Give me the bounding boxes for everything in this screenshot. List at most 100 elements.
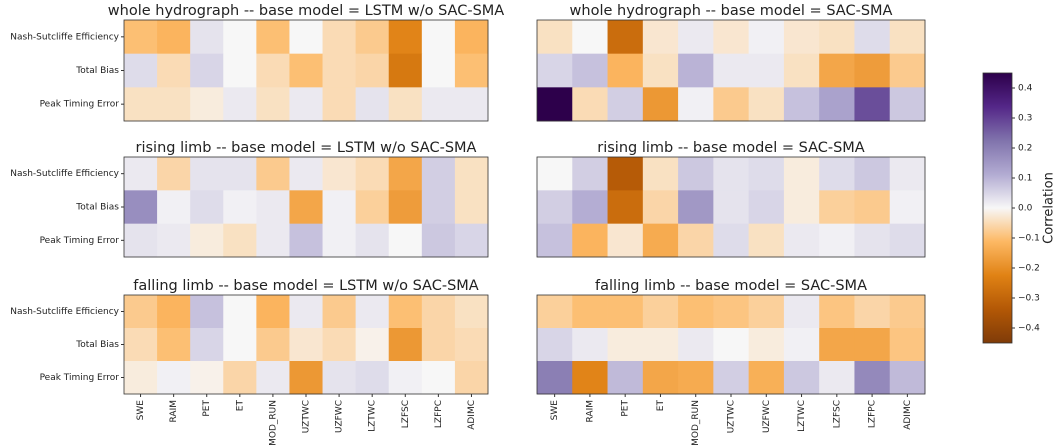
heatmap-cell xyxy=(289,328,323,362)
heatmap-cell xyxy=(607,328,644,362)
panel-title: falling limb -- base model = LSTM w/o SA… xyxy=(133,278,479,294)
heatmap-cell xyxy=(454,87,489,122)
heatmap-cell xyxy=(748,295,785,329)
heatmap-cell xyxy=(454,328,489,362)
heatmap-cell xyxy=(157,328,191,362)
heatmap-cell xyxy=(289,223,323,258)
heatmap-cell xyxy=(889,295,926,329)
heatmap-cell xyxy=(783,295,820,329)
x-tick-label: ET xyxy=(656,400,666,412)
heatmap-cell xyxy=(783,328,820,362)
heatmap-cell xyxy=(607,190,644,225)
heatmap-cell xyxy=(819,223,855,258)
heatmap-cell xyxy=(124,223,158,258)
heatmap-cell xyxy=(713,190,750,225)
x-tick-label: ADIMC xyxy=(903,400,913,430)
heatmap-cell xyxy=(454,157,489,191)
heatmap-cell xyxy=(223,223,257,258)
heatmap-cell xyxy=(572,361,608,395)
heatmap-cell xyxy=(854,361,891,395)
heatmap-cell xyxy=(537,20,573,55)
heatmap-cell xyxy=(289,361,323,395)
heatmap-cell xyxy=(889,53,926,88)
heatmap-cell xyxy=(889,328,926,362)
heatmap-cell xyxy=(748,157,785,191)
heatmap-cell xyxy=(819,361,855,395)
heatmap-cell xyxy=(421,157,456,191)
heatmap-cell xyxy=(889,157,926,191)
heatmap-cell xyxy=(642,295,679,329)
heatmap-cell xyxy=(223,295,257,329)
heatmap-cell xyxy=(421,190,456,225)
x-tick-label: SWE xyxy=(136,400,146,421)
heatmap-cell xyxy=(854,295,891,329)
x-tick-label: PET xyxy=(621,400,631,417)
heatmap-cell xyxy=(819,295,855,329)
x-tick-label: PET xyxy=(202,400,212,417)
heatmap-cell xyxy=(572,157,608,191)
heatmap-cell xyxy=(124,328,158,362)
heatmap-cell xyxy=(289,157,323,191)
heatmap-cell xyxy=(322,53,357,88)
heatmap-cell xyxy=(256,295,290,329)
heatmap-cell xyxy=(854,190,891,225)
panel-frame xyxy=(536,19,926,122)
heatmap-cell xyxy=(642,157,679,191)
heatmap-cell xyxy=(454,361,489,395)
heatmap-cell xyxy=(783,190,820,225)
heatmap-cell xyxy=(190,328,224,362)
heatmap-cell xyxy=(322,295,357,329)
heatmap-cell xyxy=(537,157,573,191)
x-tick-label: LZFSC xyxy=(832,400,842,428)
heatmap-cell xyxy=(713,361,750,395)
heatmap-cell xyxy=(537,190,573,225)
panel-title: rising limb -- base model = LSTM w/o SAC… xyxy=(136,140,477,156)
heatmap-cell xyxy=(607,295,644,329)
heatmap-cell xyxy=(678,53,714,88)
heatmap-cell xyxy=(124,190,158,225)
heatmap-cell xyxy=(124,53,158,88)
heatmap-cell xyxy=(322,157,357,191)
heatmap-cell xyxy=(388,223,423,258)
heatmap-cell xyxy=(454,53,489,88)
heatmap-cell xyxy=(854,53,891,88)
heatmap-cell xyxy=(190,295,224,329)
heatmap-cell xyxy=(157,361,191,395)
heatmap-cell xyxy=(572,223,608,258)
x-tick-label: UZTWC xyxy=(727,400,737,433)
heatmap-cell xyxy=(256,328,290,362)
heatmap-cell xyxy=(388,53,423,88)
heatmap-cell xyxy=(355,295,390,329)
heatmap-cell xyxy=(783,87,820,122)
heatmap-cell xyxy=(537,328,573,362)
heatmap-cell xyxy=(454,20,489,55)
heatmap-cell xyxy=(388,190,423,225)
heatmap-cell xyxy=(355,53,390,88)
heatmap-cell xyxy=(854,157,891,191)
heatmap-cell xyxy=(355,87,390,122)
heatmap-cell xyxy=(713,295,750,329)
colorbar-tick-label: −0.2 xyxy=(1018,264,1040,274)
heatmap-cell xyxy=(289,190,323,225)
heatmap-cell xyxy=(642,190,679,225)
x-tick-label: LZFSC xyxy=(401,400,411,428)
heatmap-cell xyxy=(190,223,224,258)
heatmap-cell xyxy=(713,157,750,191)
heatmap-cell xyxy=(355,223,390,258)
heatmap-cell xyxy=(537,87,573,122)
heatmap-cell xyxy=(190,87,224,122)
heatmap-cell xyxy=(157,20,191,55)
heatmap-cell xyxy=(388,361,423,395)
heatmap-cell xyxy=(190,190,224,225)
heatmap-cell xyxy=(223,190,257,225)
heatmap-cell xyxy=(642,223,679,258)
y-tick-label: Total Bias xyxy=(75,340,119,350)
heatmap-cell xyxy=(157,87,191,122)
heatmap-cell xyxy=(421,361,456,395)
heatmap-cell xyxy=(157,157,191,191)
heatmap-cell xyxy=(454,295,489,329)
x-tick-label: UZFWC xyxy=(762,400,772,433)
x-tick-label: UZTWC xyxy=(302,400,312,433)
heatmap-cell xyxy=(223,361,257,395)
